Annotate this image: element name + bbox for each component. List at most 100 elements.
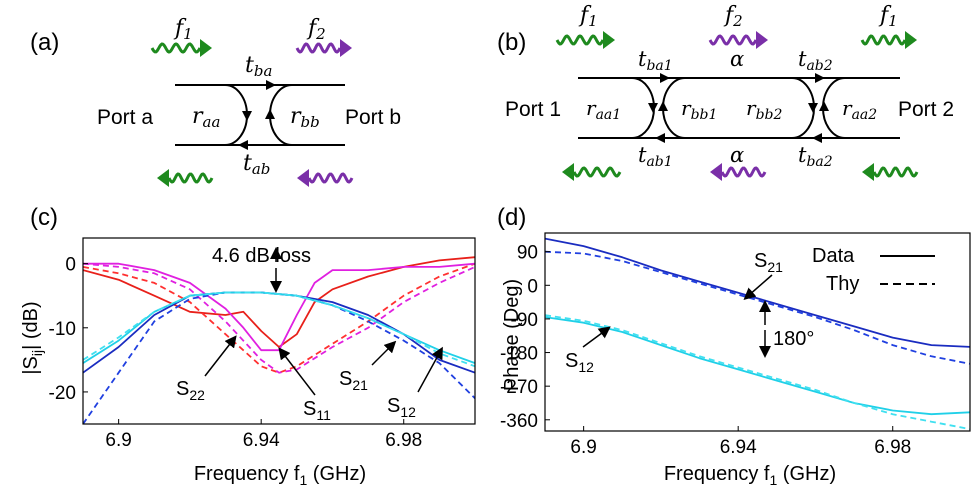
f2-label-b: f2 bbox=[723, 3, 743, 30]
panel-d: (d) 6.9 6.94 6.98 90 0 -90 -180 -270 -360 Phase … bbox=[497, 204, 971, 488]
series-line-7 bbox=[83, 291, 475, 368]
s11-label: S11 bbox=[303, 398, 331, 423]
y-tick-label: 0 bbox=[527, 276, 538, 297]
port-a-label: Port a bbox=[97, 106, 153, 129]
arrow-b6 bbox=[658, 101, 668, 111]
plot-frame bbox=[82, 237, 476, 425]
series-line-4 bbox=[83, 291, 475, 374]
port-1-label: Port 1 bbox=[505, 98, 561, 121]
wave-green-left-icon bbox=[157, 169, 214, 187]
chart-d-xlabel: Frequency f1 (GHz) bbox=[664, 463, 836, 488]
s21-pointer-c bbox=[371, 340, 397, 366]
f1-label-a: f1 bbox=[173, 16, 193, 43]
r-bb2-label: rbb2 bbox=[746, 96, 782, 123]
s12-label-c: S12 bbox=[387, 395, 416, 420]
wave-green-right-icon bbox=[150, 39, 212, 57]
wave-green-right-icon bbox=[555, 31, 615, 49]
wave-green-right-icon bbox=[860, 31, 917, 49]
plot-frame bbox=[544, 232, 971, 432]
r-aa-label: raa bbox=[192, 104, 220, 131]
series-line-0 bbox=[83, 256, 475, 348]
x-tick-label: 6.9 bbox=[570, 437, 596, 458]
y-tick-label: -20 bbox=[49, 383, 76, 404]
x-tick-label: 6.98 bbox=[385, 430, 422, 451]
series-line-0 bbox=[545, 237, 970, 348]
arrow-b3 bbox=[655, 133, 665, 143]
chart-c-xlabel: Frequency f1 (GHz) bbox=[194, 463, 366, 488]
y-tick-label: 90 bbox=[517, 243, 538, 264]
series-line-1 bbox=[545, 250, 970, 365]
chart-d-ylabel: Phase (Deg) bbox=[501, 279, 523, 391]
s11-pointer bbox=[278, 347, 316, 396]
t-ba2-label: tba2 bbox=[798, 143, 833, 170]
panel-a-label: (a) bbox=[30, 29, 59, 56]
s12-pointer-d bbox=[582, 326, 611, 348]
legend-data-label: Data bbox=[812, 245, 855, 267]
series-line-2 bbox=[545, 316, 970, 416]
r-bb1-label: rbb1 bbox=[681, 96, 717, 123]
x-tick-label: 6.9 bbox=[105, 430, 131, 451]
panel-a-right-arc bbox=[269, 84, 293, 146]
panel-a: (a) tba tab raa rbb Port a Port b f1 f2 bbox=[30, 16, 401, 187]
panel-c-label: (c) bbox=[30, 204, 58, 231]
panel-a-top-arrow bbox=[266, 80, 276, 90]
s21-pointer-d bbox=[743, 274, 773, 300]
arrow-b5 bbox=[648, 103, 658, 113]
arrow-b7 bbox=[808, 103, 818, 113]
panel-b-label: (b) bbox=[497, 29, 526, 56]
alpha-top-label: α bbox=[730, 47, 744, 71]
wave-purple-left-icon bbox=[297, 169, 354, 187]
chart-c-ylabel: |Sij| (dB) bbox=[20, 301, 45, 374]
f1-label-b-left: f1 bbox=[578, 3, 598, 30]
t-ba-label: tba bbox=[245, 53, 272, 80]
s12-label-d: S12 bbox=[565, 350, 594, 375]
s21-label-c: S21 bbox=[339, 368, 368, 393]
panel-a-left-arc bbox=[224, 84, 248, 146]
legend-thy-label: Thy bbox=[826, 273, 859, 295]
y-tick-label: -360 bbox=[500, 411, 538, 432]
wave-purple-left-icon bbox=[710, 163, 767, 181]
y-tick-label: -90 bbox=[511, 310, 538, 331]
series-line-5 bbox=[83, 291, 475, 424]
panel-a-left-arc-arrow bbox=[242, 111, 252, 121]
x-tick-label: 6.94 bbox=[720, 437, 757, 458]
s12-pointer-c bbox=[417, 346, 443, 393]
r-aa2-label: raa2 bbox=[842, 96, 877, 123]
x-tick-label: 6.98 bbox=[874, 437, 911, 458]
y-tick-label: -180 bbox=[500, 344, 538, 365]
wave-green-left-icon bbox=[562, 163, 622, 181]
series-line-1 bbox=[83, 262, 475, 374]
port-2-label: Port 2 bbox=[898, 98, 954, 121]
panel-c: (c) 6.9 6.94 6.98 0 -10 -20 |Sij| (dB) Freque… bbox=[20, 204, 476, 488]
wave-purple-right-icon bbox=[295, 39, 352, 57]
panel-a-right-arc-arrow bbox=[265, 109, 275, 119]
y-tick-label: 0 bbox=[65, 255, 76, 276]
series-line-3 bbox=[83, 262, 475, 374]
port-b-label: Port b bbox=[345, 106, 401, 129]
r-bb-label: rbb bbox=[290, 104, 320, 131]
arrow-b4 bbox=[812, 133, 822, 143]
panel-b: (b) tba1 tab2 tab1 tba2 α α raa1 rbb1 rb… bbox=[497, 3, 954, 181]
t-ab1-label: tab1 bbox=[638, 143, 673, 170]
x-tick-label: 6.94 bbox=[243, 430, 280, 451]
s22-pointer bbox=[204, 335, 237, 377]
t-ba1-label: tba1 bbox=[638, 47, 673, 74]
y-tick-label: -270 bbox=[500, 377, 538, 398]
arrow-b1 bbox=[660, 73, 670, 83]
loss-annotation: 4.6 dB loss bbox=[212, 245, 311, 267]
chart-c: 6.9 6.94 6.98 0 -10 -20 bbox=[49, 237, 476, 451]
t-ab-label: tab bbox=[243, 151, 270, 178]
series-line-3 bbox=[545, 314, 970, 430]
panel-d-label: (d) bbox=[497, 204, 526, 231]
arrow-b2 bbox=[815, 73, 825, 83]
f1-label-b-right: f1 bbox=[878, 3, 898, 30]
t-ab2-label: tab2 bbox=[798, 47, 833, 74]
series-line-6 bbox=[83, 291, 475, 364]
chart-d: 6.9 6.94 6.98 90 0 -90 -180 -270 -360 bbox=[500, 232, 971, 458]
f2-label-a: f2 bbox=[306, 16, 326, 43]
arrow-b8 bbox=[819, 101, 829, 111]
wave-green-left-icon bbox=[862, 163, 919, 181]
alpha-bottom-label: α bbox=[730, 143, 744, 167]
phase-annotation: 180° bbox=[773, 328, 814, 350]
